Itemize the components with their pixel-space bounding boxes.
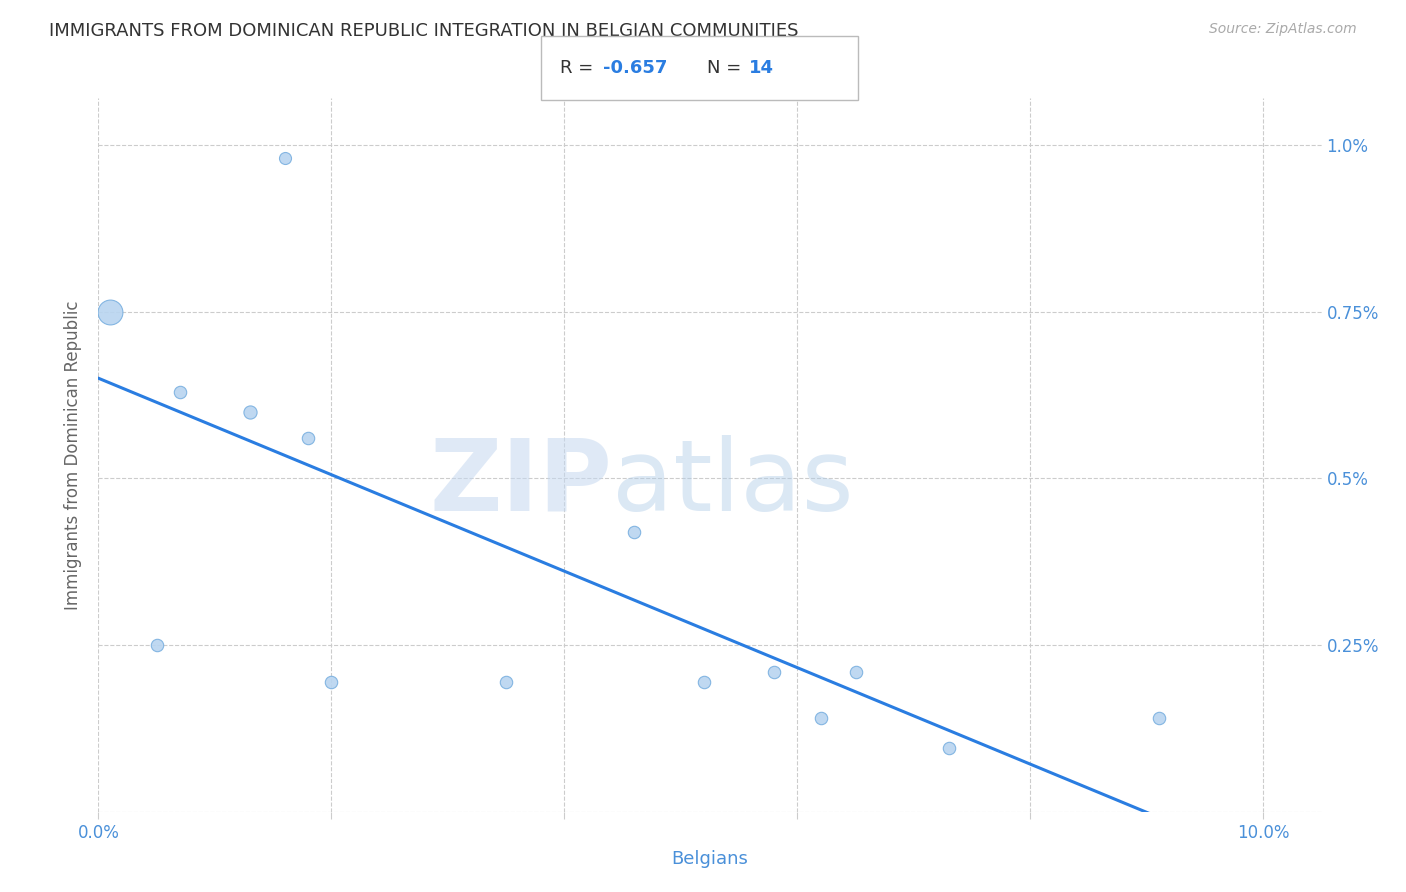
- Point: [274, 151, 297, 165]
- Y-axis label: Immigrants from Dominican Republic: Immigrants from Dominican Republic: [65, 301, 83, 609]
- Point: [98, 304, 121, 318]
- Text: 14: 14: [749, 59, 775, 77]
- Point: [845, 665, 868, 679]
- Point: [321, 674, 343, 689]
- Point: [1147, 711, 1170, 725]
- Text: atlas: atlas: [612, 435, 853, 532]
- Text: ZIP: ZIP: [429, 435, 612, 532]
- Point: [495, 674, 517, 689]
- Point: [169, 384, 191, 399]
- Text: IMMIGRANTS FROM DOMINICAN REPUBLIC INTEGRATION IN BELGIAN COMMUNITIES: IMMIGRANTS FROM DOMINICAN REPUBLIC INTEG…: [49, 22, 799, 40]
- Point: [810, 711, 832, 725]
- Point: [239, 404, 262, 418]
- Point: [145, 638, 167, 652]
- Text: Source: ZipAtlas.com: Source: ZipAtlas.com: [1209, 22, 1357, 37]
- Point: [623, 524, 645, 539]
- Text: N =: N =: [707, 59, 747, 77]
- Point: [693, 674, 716, 689]
- Text: R =: R =: [560, 59, 599, 77]
- Point: [297, 431, 319, 445]
- X-axis label: Belgians: Belgians: [672, 850, 748, 868]
- Text: -0.657: -0.657: [603, 59, 668, 77]
- Point: [763, 665, 786, 679]
- Point: [938, 741, 960, 756]
